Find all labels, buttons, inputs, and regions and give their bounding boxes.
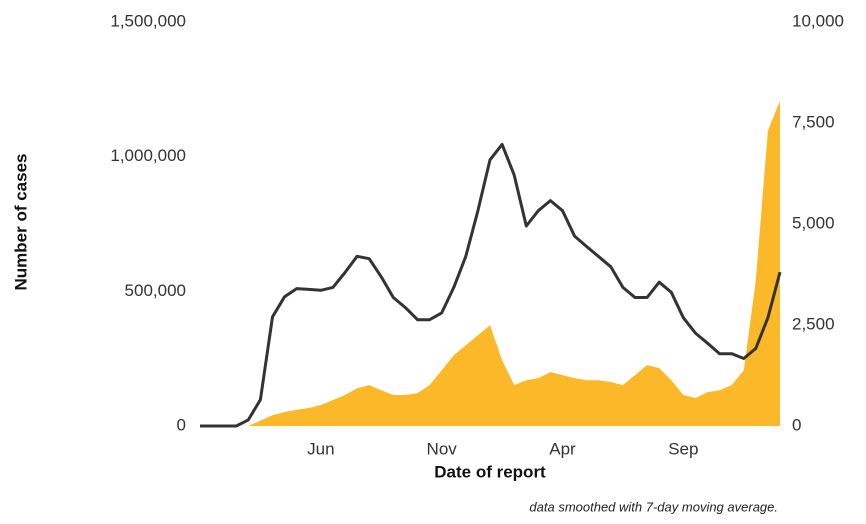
y2-tick-label: 2,500 (792, 314, 835, 333)
y-axis-title: Number of cases (11, 154, 30, 291)
x-tick-label: Apr (549, 439, 576, 458)
y2-tick-label: 10,000 (792, 11, 844, 30)
y2-tick-label: 0 (792, 415, 801, 434)
y-tick-label: 500,000 (125, 281, 186, 300)
x-tick-label: Sep (668, 439, 698, 458)
y-tick-label: 0 (177, 415, 186, 434)
x-tick-label: Nov (427, 439, 458, 458)
y-tick-label: 1,000,000 (110, 146, 186, 165)
y2-tick-label: 7,500 (792, 112, 835, 131)
y-tick-label: 1,500,000 (110, 11, 186, 30)
deaths-line (200, 142, 782, 428)
y2-tick-label: 5,000 (792, 213, 835, 232)
footnote: data smoothed with 7-day moving average. (529, 499, 778, 514)
cases-area (200, 100, 780, 427)
x-axis-title: Date of report (434, 462, 546, 481)
x-tick-label: Jun (307, 439, 334, 458)
